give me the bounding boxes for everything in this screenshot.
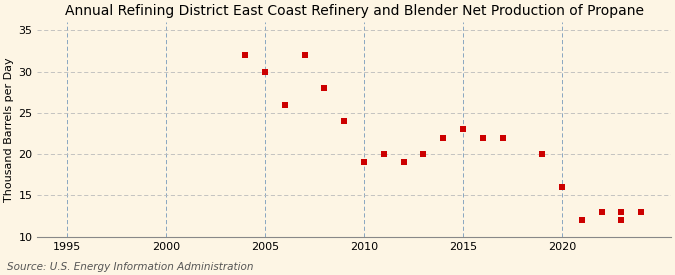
Point <box>576 218 587 222</box>
Point <box>596 210 607 214</box>
Point <box>477 136 488 140</box>
Point <box>458 127 468 132</box>
Point <box>339 119 350 123</box>
Title: Annual Refining District East Coast Refinery and Blender Net Production of Propa: Annual Refining District East Coast Refi… <box>65 4 643 18</box>
Point <box>358 160 369 165</box>
Point <box>616 210 627 214</box>
Text: Source: U.S. Energy Information Administration: Source: U.S. Energy Information Administ… <box>7 262 253 272</box>
Point <box>418 152 429 156</box>
Point <box>398 160 409 165</box>
Point <box>260 69 271 74</box>
Point <box>240 53 250 57</box>
Point <box>636 210 647 214</box>
Point <box>299 53 310 57</box>
Point <box>557 185 568 189</box>
Point <box>319 86 330 90</box>
Point <box>497 136 508 140</box>
Point <box>438 136 449 140</box>
Point <box>279 103 290 107</box>
Point <box>537 152 547 156</box>
Point <box>616 218 627 222</box>
Point <box>379 152 389 156</box>
Y-axis label: Thousand Barrels per Day: Thousand Barrels per Day <box>4 57 14 202</box>
